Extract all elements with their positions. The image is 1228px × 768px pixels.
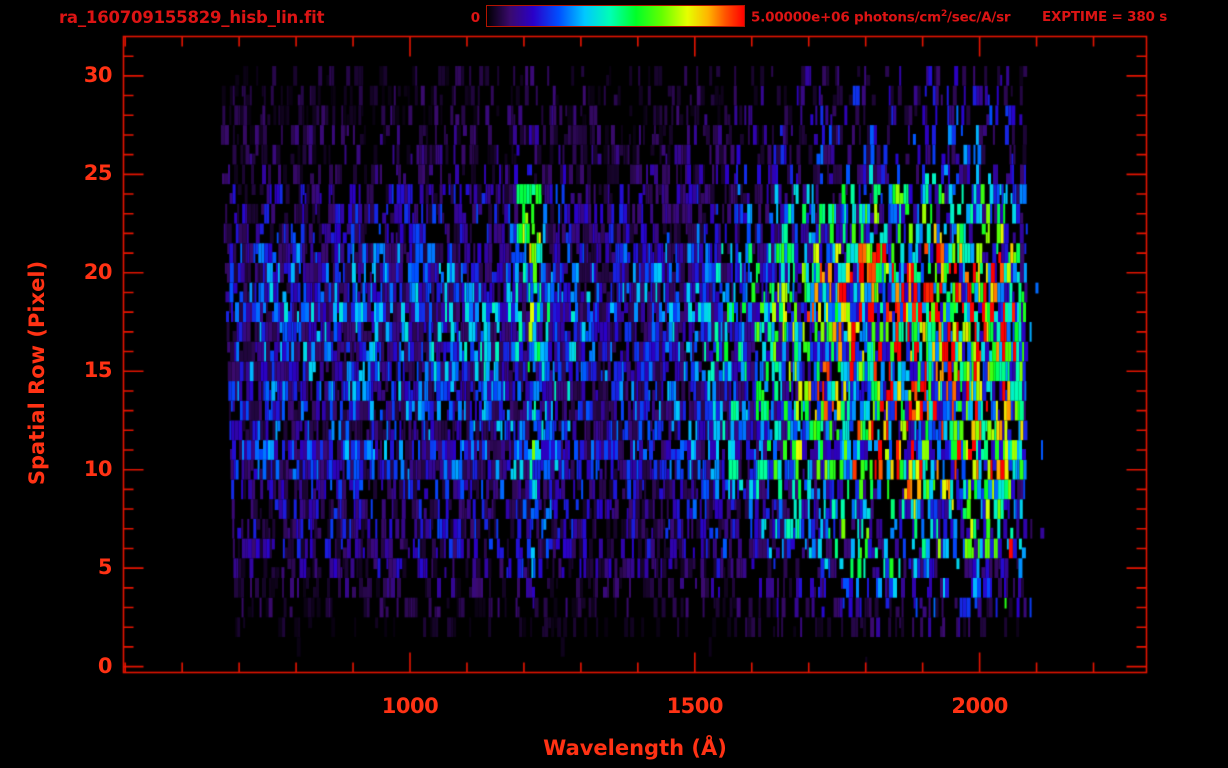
colorbar-max-value: 5.00000e+06 photons/cm bbox=[751, 9, 941, 26]
x-axis-title: Wavelength (Å) bbox=[543, 736, 727, 760]
y-tick-label: 30 bbox=[83, 62, 113, 87]
colorbar-min-label: 0 bbox=[470, 10, 480, 26]
y-tick-label: 15 bbox=[83, 358, 113, 383]
x-tick-label: 2000 bbox=[951, 694, 1008, 718]
y-tick-label: 0 bbox=[97, 653, 113, 678]
y-tick-label: 10 bbox=[83, 456, 113, 481]
y-tick-label: 20 bbox=[83, 259, 113, 284]
exposure-time-label: EXPTIME = 380 s bbox=[1042, 9, 1168, 25]
y-axis-title: Spatial Row (Pixel) bbox=[25, 260, 49, 486]
colorbar-gradient bbox=[486, 5, 745, 27]
image-filename-title: ra_160709155829_hisb_lin.fit bbox=[59, 8, 325, 27]
colorbar-units-superscript: 2 bbox=[940, 9, 948, 19]
y-tick-label: 25 bbox=[83, 161, 113, 186]
x-tick-label: 1500 bbox=[666, 694, 724, 718]
x-tick-label: 1000 bbox=[381, 694, 439, 718]
y-tick-label: 5 bbox=[97, 555, 113, 580]
colorbar-units-suffix: /sec/A/sr bbox=[947, 9, 1011, 26]
colorbar-max-label: 5.00000e+06 photons/cm2/sec/A/sr bbox=[751, 9, 1011, 26]
